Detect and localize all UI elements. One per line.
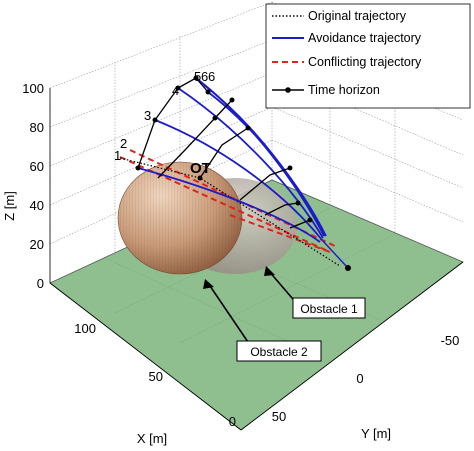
x-tick-label: 100 — [74, 321, 96, 336]
left-wall-gridlines — [49, 39, 273, 245]
legend-item: Original trajectory — [272, 9, 407, 23]
step-label: 1 — [114, 148, 121, 163]
legend-item: Avoidance trajectory — [272, 31, 422, 45]
original-trajectory — [119, 157, 341, 267]
step-label: 5 — [194, 69, 201, 84]
obstacle-2-callout: Obstacle 2 — [203, 279, 322, 362]
legend-label: Conflicting trajectory — [308, 55, 422, 69]
legend-item: Conflicting trajectory — [272, 55, 422, 69]
z-tick-label: 0 — [37, 276, 44, 291]
y-axis: 50 0 -50 — [272, 333, 460, 424]
obstacle-1-label: Obstacle 1 — [300, 302, 358, 316]
axis-lines — [49, 88, 464, 431]
z-tick-label: 100 — [22, 81, 44, 96]
legend-label: Avoidance trajectory — [308, 31, 422, 45]
step-label: 2 — [120, 136, 127, 151]
z-axis: 0 20 40 60 80 100 — [22, 81, 44, 291]
y-tick-label: 0 — [356, 371, 363, 386]
y-axis-label: Y [m] — [361, 426, 391, 441]
z-tick-label: 40 — [30, 198, 44, 213]
legend: Original trajectory Avoidance trajectory… — [265, 3, 471, 109]
step-label: 6 — [201, 69, 208, 84]
step-labels: 1 2 3 4 5 6 6 — [114, 69, 215, 163]
time-horizon-markers — [135, 75, 351, 271]
y-tick-label: -50 — [441, 333, 460, 348]
step-label: 6 — [208, 69, 215, 84]
obstacle-2-label: Obstacle 2 — [250, 345, 308, 359]
legend-item: Time horizon — [272, 83, 380, 97]
ot-label: OT — [190, 160, 211, 177]
x-tick-label: 50 — [149, 369, 163, 384]
y-tick-label: 50 — [272, 409, 286, 424]
z-tick-label: 20 — [30, 237, 44, 252]
obstacle-1-callout: Obstacle 1 — [264, 266, 366, 319]
z-tick-label: 60 — [30, 159, 44, 174]
obstacle-2-shape — [117, 161, 243, 275]
z-tick-label: 80 — [30, 120, 44, 135]
legend-label: Time horizon — [308, 83, 380, 97]
x-axis: 0 50 100 — [74, 321, 236, 429]
step-label: 3 — [144, 108, 151, 123]
legend-label: Original trajectory — [308, 9, 407, 23]
x-axis-label: X [m] — [137, 431, 167, 446]
x-tick-label: 0 — [229, 414, 236, 429]
step-label: 4 — [172, 83, 179, 98]
z-axis-label: Z [m] — [2, 191, 17, 221]
ground-gridlines — [104, 207, 396, 356]
